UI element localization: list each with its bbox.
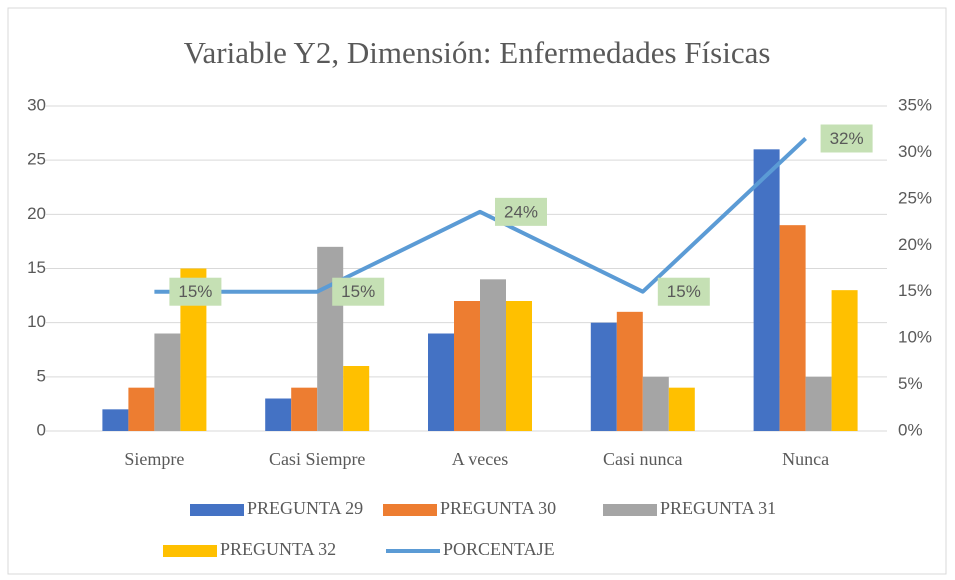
bar [753,149,780,432]
legend-label: PORCENTAJE [443,539,555,559]
y2-tick-label: 20% [898,235,932,254]
y2-tick-label: 10% [898,328,932,347]
bar [805,376,832,431]
bar [102,409,129,431]
bar [506,301,532,431]
data-label-box [495,197,547,226]
y2-tick-label: 5% [898,374,923,393]
bar [590,322,617,431]
bar [428,333,454,431]
y2-tick-label: 30% [898,142,932,161]
x-tick-label: Casi nunca [603,449,682,469]
y-tick-label: 0 [37,420,46,439]
bar [454,301,480,431]
y-tick-label: 20 [27,204,46,223]
x-tick-label: Casi Siempre [269,449,366,469]
legend-swatch [383,504,437,516]
y2-tick-label: 0% [898,420,923,439]
data-label-box [657,277,710,306]
legend-label: PREGUNTA 32 [220,539,336,559]
y-tick-label: 25 [27,150,46,169]
legend-swatch [190,504,244,516]
x-tick-label: Siempre [124,449,184,469]
data-label-box [169,277,222,306]
data-label: 15% [667,282,701,301]
bar [480,279,506,431]
y2-tick-label: 35% [898,95,932,114]
bar [343,366,370,431]
data-label: 32% [830,129,864,148]
y-tick-label: 30 [27,95,46,114]
legend-label: PREGUNTA 30 [440,498,556,518]
bar [668,387,695,431]
y-tick-label: 5 [37,366,46,385]
bar [265,398,292,431]
bar [291,387,318,431]
x-tick-label: Nunca [782,449,829,469]
data-label-box [332,277,385,306]
data-label-box [820,124,873,153]
bar [616,311,643,431]
bar [317,246,344,431]
bar [154,333,181,431]
data-label: 15% [178,282,212,301]
bar [642,376,669,431]
y-tick-label: 15 [27,258,46,277]
data-label: 24% [504,202,538,221]
y2-tick-label: 25% [898,188,932,207]
legend-swatch [603,504,657,516]
legend-label: PREGUNTA 29 [247,498,363,518]
y-tick-label: 10 [27,312,46,331]
bar [831,290,858,431]
line [154,137,807,294]
bar [779,225,806,431]
chart-title: Variable Y2, Dimensión: Enfermedades Fís… [184,35,771,70]
y2-tick-label: 15% [898,281,932,300]
legend-label: PREGUNTA 31 [660,498,776,518]
legend-swatch [163,545,217,557]
bar [128,387,155,431]
data-label: 15% [341,282,375,301]
x-tick-label: A veces [452,449,508,469]
